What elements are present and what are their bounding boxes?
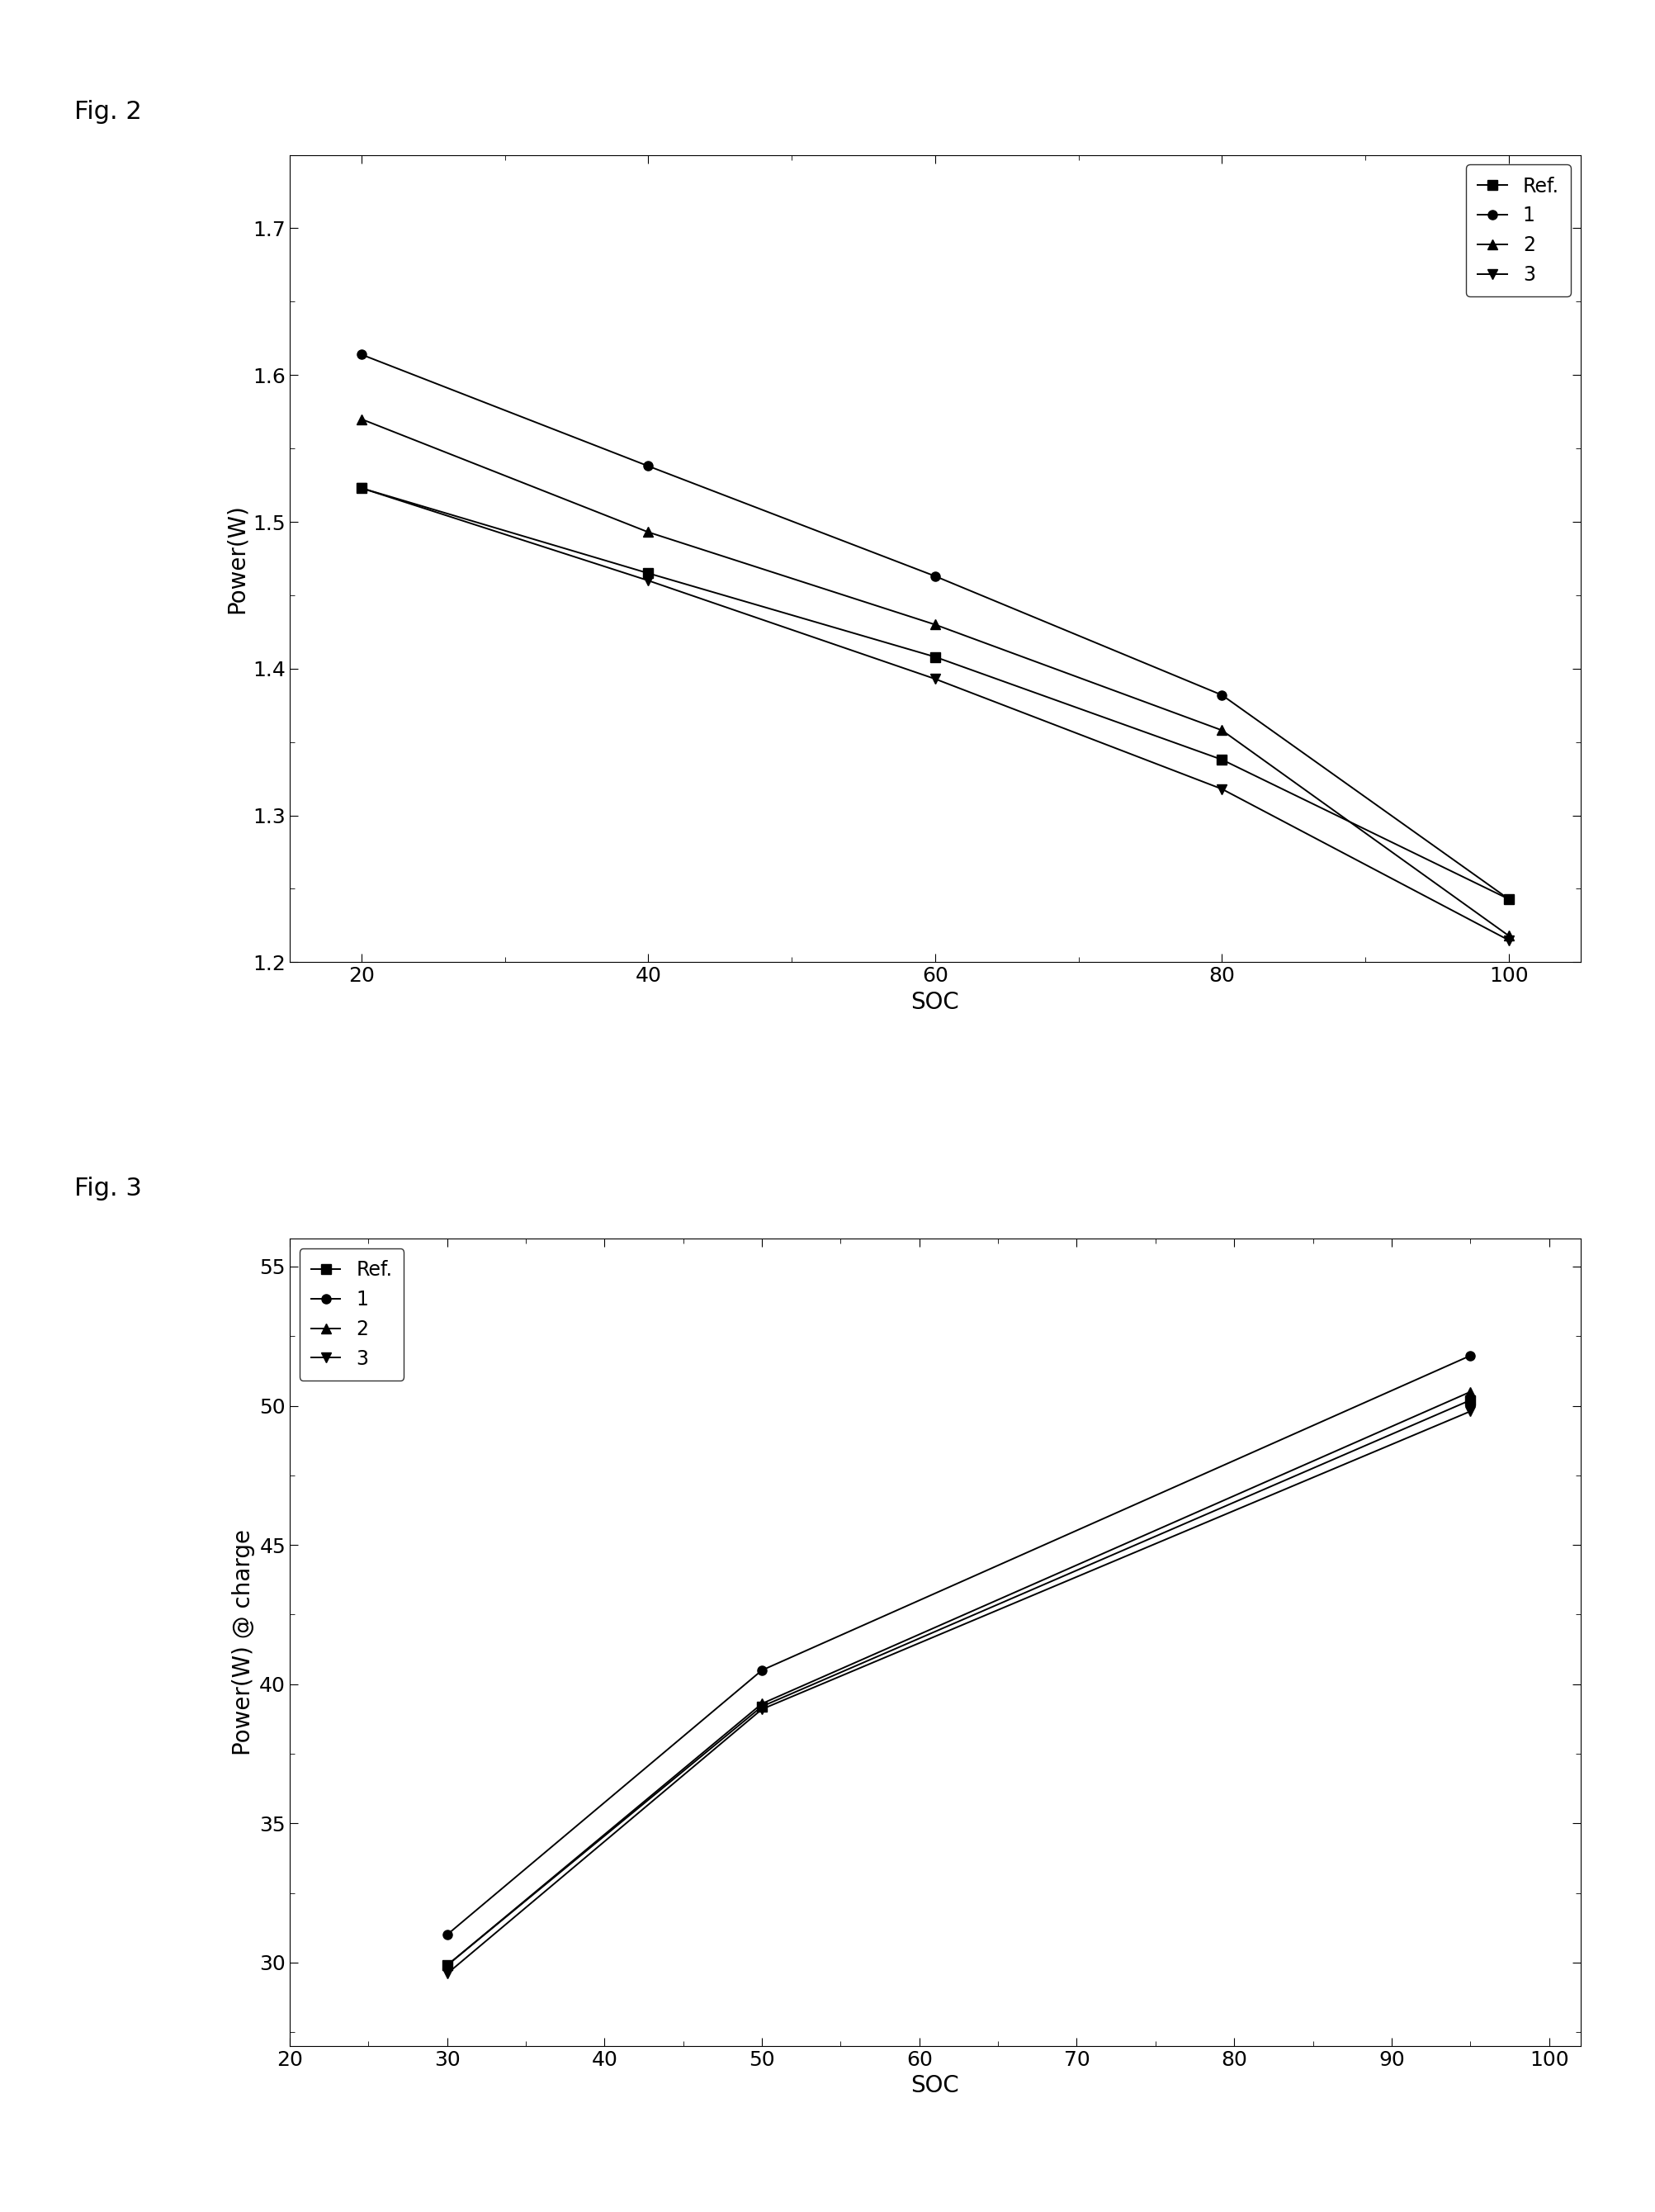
Line: Ref.: Ref. xyxy=(442,1396,1475,1971)
X-axis label: SOC: SOC xyxy=(910,991,960,1013)
2 xyxy=(1499,922,1519,949)
Ref. xyxy=(1211,745,1231,772)
Ref. xyxy=(351,476,371,502)
Line: 3: 3 xyxy=(357,484,1513,945)
2 xyxy=(1460,1378,1480,1405)
Legend: Ref., 1, 2, 3: Ref., 1, 2, 3 xyxy=(1466,164,1571,296)
Ref. xyxy=(639,560,659,586)
1 xyxy=(351,341,371,367)
Ref. xyxy=(1460,1387,1480,1413)
Y-axis label: Power(W) @ charge: Power(W) @ charge xyxy=(232,1528,255,1756)
1 xyxy=(1499,885,1519,911)
3 xyxy=(751,1697,771,1723)
3 xyxy=(1460,1398,1480,1425)
1 xyxy=(1211,681,1231,708)
3 xyxy=(639,566,659,593)
X-axis label: SOC: SOC xyxy=(910,2075,960,2097)
1 xyxy=(639,453,659,480)
2 xyxy=(639,520,659,546)
Line: Ref.: Ref. xyxy=(357,484,1513,905)
3 xyxy=(925,666,945,692)
Text: Fig. 2: Fig. 2 xyxy=(74,100,142,124)
2 xyxy=(1211,717,1231,743)
3 xyxy=(1211,776,1231,803)
2 xyxy=(751,1690,771,1717)
1 xyxy=(1460,1343,1480,1369)
1 xyxy=(437,1922,457,1949)
Ref. xyxy=(751,1692,771,1719)
Text: Fig. 3: Fig. 3 xyxy=(74,1177,142,1201)
Ref. xyxy=(925,644,945,670)
2 xyxy=(351,405,371,431)
Line: 2: 2 xyxy=(357,414,1513,940)
Line: 2: 2 xyxy=(442,1387,1475,1971)
Ref. xyxy=(437,1951,457,1978)
Legend: Ref., 1, 2, 3: Ref., 1, 2, 3 xyxy=(300,1248,404,1380)
Y-axis label: Power(W): Power(W) xyxy=(225,504,248,613)
Line: 1: 1 xyxy=(357,349,1513,905)
1 xyxy=(925,562,945,588)
3 xyxy=(351,476,371,502)
Line: 1: 1 xyxy=(442,1352,1475,1940)
2 xyxy=(437,1951,457,1978)
Ref. xyxy=(1499,885,1519,911)
Line: 3: 3 xyxy=(442,1407,1475,1978)
1 xyxy=(751,1657,771,1683)
3 xyxy=(1499,927,1519,953)
3 xyxy=(437,1960,457,1986)
2 xyxy=(925,611,945,637)
